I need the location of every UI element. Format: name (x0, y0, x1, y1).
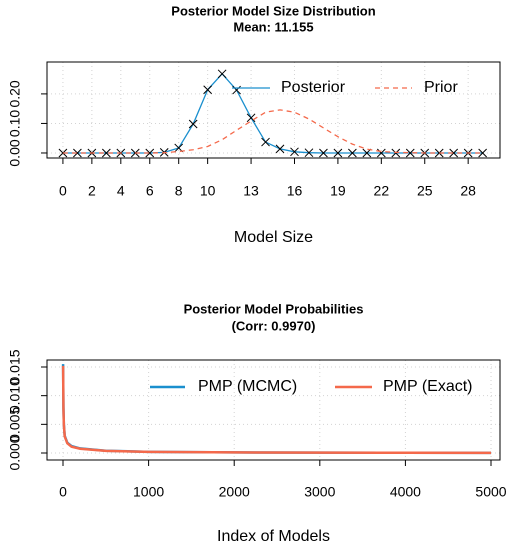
point-marker (478, 148, 487, 158)
series-line (62, 109, 483, 154)
point-marker (188, 119, 198, 129)
series-line (61, 365, 492, 455)
x-tick-label: 2 (88, 183, 96, 199)
point-marker (73, 148, 82, 158)
y-tick-label: 0.10 (7, 110, 23, 137)
y-tick-label: 0.005 (7, 407, 23, 442)
plot-frame (46, 359, 501, 461)
x-tick-label: 13 (243, 183, 259, 199)
x-tick-label: 5000 (475, 484, 506, 500)
chart-title: Posterior Model Size Distribution (171, 3, 375, 18)
x-tick-label: 28 (460, 183, 476, 199)
x-tick-label: 3000 (304, 484, 335, 500)
y-tick-label: 0.010 (7, 378, 23, 413)
x-tick-label: 25 (417, 183, 433, 199)
x-tick-label: 4 (117, 183, 125, 199)
x-tick-label: 19 (330, 183, 346, 199)
point-marker (405, 148, 415, 158)
x-axis-label: Index of Models (217, 528, 330, 545)
chart-subtitle: Mean: 11.155 (233, 19, 313, 34)
point-marker (217, 69, 227, 79)
x-tick-label: 6 (146, 183, 154, 199)
point-marker (362, 148, 372, 158)
x-tick-label: 1000 (133, 484, 164, 500)
point-marker (232, 85, 241, 95)
x-tick-label: 8 (175, 183, 183, 199)
point-marker (145, 148, 155, 158)
point-marker (275, 144, 285, 154)
chart-subtitle: (Corr: 0.9970) (232, 318, 316, 333)
point-marker (203, 85, 213, 95)
legend-label: Posterior (281, 79, 346, 96)
y-tick-label: 0.20 (7, 80, 23, 107)
point-marker (101, 148, 111, 158)
point-marker (449, 148, 459, 158)
point-marker (333, 148, 343, 158)
x-tick-label: 0 (59, 183, 67, 199)
x-tick-label: 4000 (390, 484, 421, 500)
point-marker (376, 148, 386, 158)
x-tick-label: 22 (374, 183, 390, 199)
point-marker (246, 113, 256, 123)
series-line (62, 72, 483, 154)
chart-title: Posterior Model Probabilities (184, 301, 364, 316)
point-marker (290, 147, 299, 157)
point-marker (261, 137, 270, 147)
x-tick-label: 0 (59, 484, 67, 500)
y-tick-label: 0.015 (7, 349, 23, 384)
point-marker (304, 148, 314, 158)
legend-label: Prior (424, 79, 458, 96)
x-tick-label: 2000 (219, 484, 250, 500)
point-marker (348, 148, 357, 158)
plot-frame (46, 61, 501, 159)
legend-label: PMP (Exact) (383, 378, 473, 395)
x-tick-label: 10 (200, 183, 216, 199)
y-tick-label: 0.00 (7, 139, 23, 166)
point-marker (58, 148, 68, 158)
x-tick-label: 16 (287, 183, 303, 199)
point-marker (319, 148, 328, 158)
x-axis-label: Model Size (234, 229, 313, 246)
legend-label: PMP (MCMC) (198, 378, 297, 395)
y-tick-label: 0.000 (7, 435, 23, 470)
